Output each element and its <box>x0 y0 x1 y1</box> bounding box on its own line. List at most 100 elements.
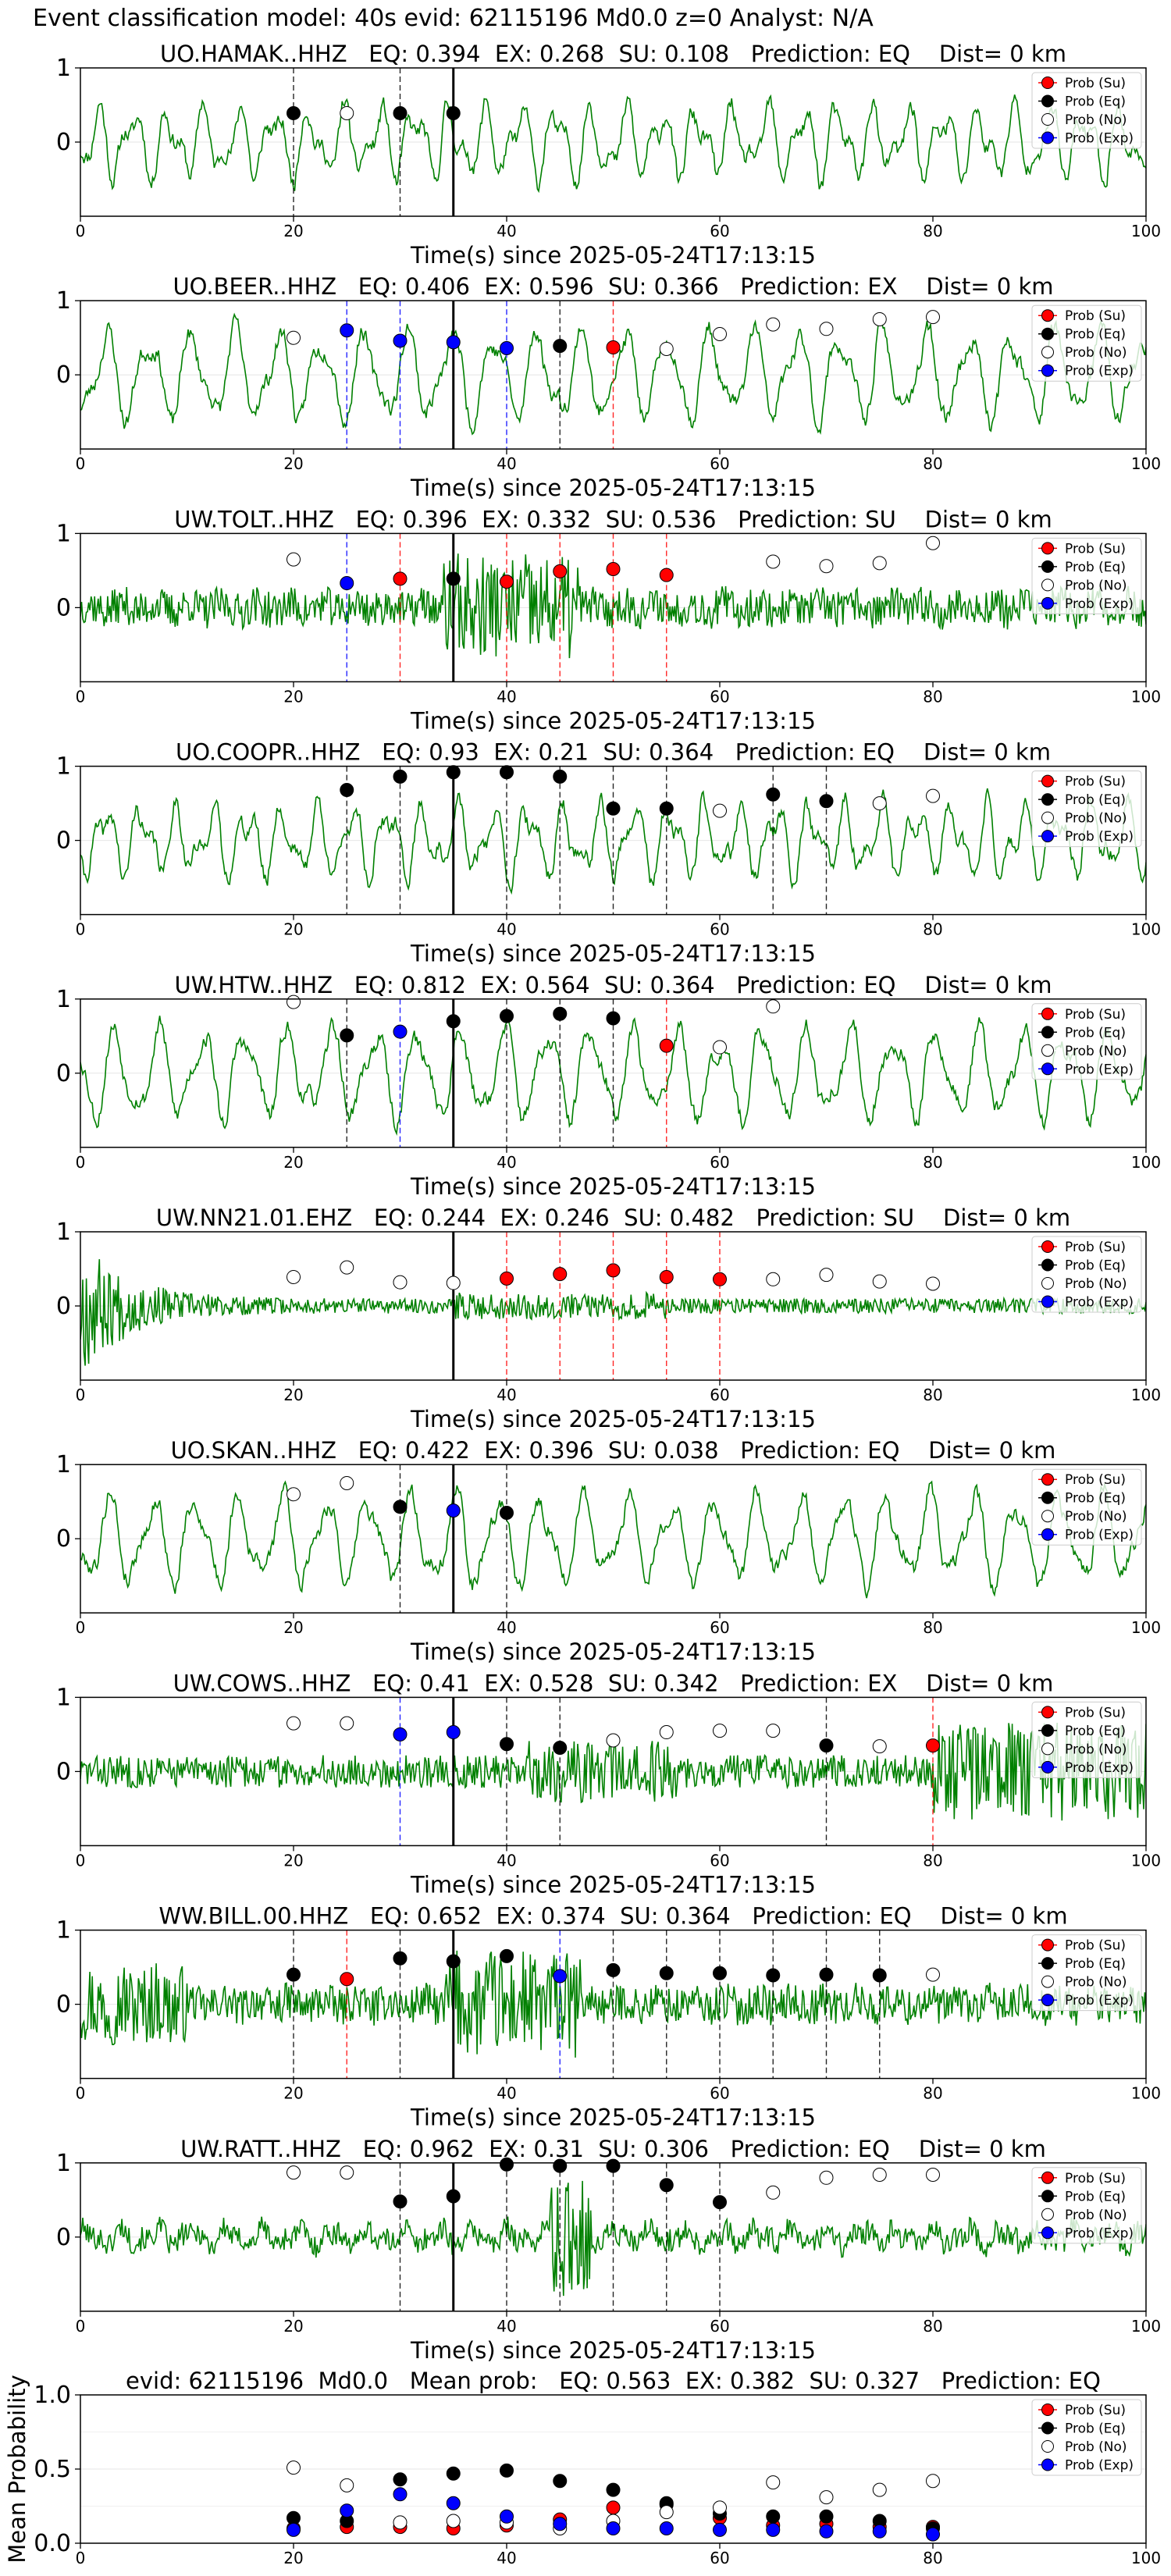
prob-point <box>606 2482 621 2497</box>
prob-point <box>287 1487 301 1502</box>
prob-point <box>926 310 940 325</box>
prob-point <box>926 1276 940 1291</box>
legend-label: Prob (Eq) <box>1065 2189 1126 2204</box>
prob-point <box>340 2165 354 2180</box>
prob-point <box>659 2178 674 2193</box>
legend-label: Prob (Eq) <box>1065 1724 1126 1739</box>
prob-point <box>553 1741 568 1755</box>
prob-point <box>340 1716 354 1731</box>
panel-title: UO.SKAN..HHZ EQ: 0.422 EX: 0.396 SU: 0.0… <box>171 1437 1056 1464</box>
prob-point <box>393 2515 408 2530</box>
prob-point <box>287 1967 301 1982</box>
prob-point <box>446 2496 461 2510</box>
waveform-trace <box>80 2180 1146 2297</box>
legend-label: Prob (Eq) <box>1065 94 1126 110</box>
prob-point <box>926 2474 940 2489</box>
prob-point <box>713 326 727 341</box>
x-tick-label: 80 <box>923 687 942 706</box>
x-tick-label: 80 <box>923 222 942 240</box>
legend-label: Prob (Eq) <box>1065 1258 1126 1274</box>
legend-box <box>1031 770 1142 848</box>
x-tick-label: 60 <box>710 2317 729 2336</box>
legend-marker <box>1041 364 1054 377</box>
prob-point <box>340 576 354 591</box>
x-tick-label: 0 <box>76 222 86 240</box>
legend-label: Prob (Exp) <box>1065 364 1134 379</box>
legend-marker <box>1041 811 1054 824</box>
legend-label: Prob (No) <box>1065 2439 1127 2455</box>
prob-point <box>553 339 568 354</box>
x-tick-label: 100 <box>1131 1153 1161 1172</box>
legend-label: Prob (Exp) <box>1065 2458 1134 2474</box>
legend-label: Prob (Exp) <box>1065 1062 1134 1077</box>
legend-label: Prob (Exp) <box>1065 829 1134 845</box>
legend-marker <box>1041 1938 1054 1952</box>
prob-point <box>393 1951 408 1966</box>
x-tick-label: 20 <box>283 2084 303 2103</box>
x-tick-label: 60 <box>710 454 729 473</box>
prob-point <box>340 2478 354 2492</box>
x-tick-label: 60 <box>710 1618 729 1637</box>
legend-box <box>1031 1236 1142 1313</box>
legend-label: Prob (No) <box>1065 1044 1127 1059</box>
prob-point <box>659 2521 674 2535</box>
prob-point <box>659 341 674 356</box>
legend-marker <box>1041 1742 1054 1756</box>
legend-box <box>1031 304 1142 382</box>
x-axis-label: Time(s) since 2025-05-24T17:13:15 <box>410 2337 816 2364</box>
x-tick-label: 80 <box>923 1851 942 1870</box>
x-tick-label: 60 <box>710 1851 729 1870</box>
prob-point <box>926 535 940 550</box>
prob-point <box>553 564 568 578</box>
legend-marker <box>1041 309 1054 322</box>
prob-point <box>500 1009 514 1023</box>
prob-point <box>553 2517 568 2532</box>
chart-panel-11: 0 20 40 60 80 100 0.0 0.5 1.0 evid: 62115196 Md0.… <box>4 2368 1161 2567</box>
x-tick-label: 60 <box>710 687 729 706</box>
legend-marker <box>1041 2208 1054 2221</box>
prob-point <box>872 2524 887 2539</box>
legend-label: Prob (Eq) <box>1065 327 1126 343</box>
prob-point <box>819 559 834 574</box>
x-tick-label: 80 <box>923 1386 942 1404</box>
chart-panel-10: 0 20 40 60 80 100 0 1 UW.RATT..HHZ EQ: 0.962 EX:… <box>56 2136 1161 2364</box>
x-axis-label: Time(s) since 2025-05-24T17:13:15 <box>410 1173 816 1200</box>
legend-label: Prob (Exp) <box>1065 1760 1134 1776</box>
prob-point <box>872 796 887 811</box>
panel-title: evid: 62115196 Md0.0 Mean prob: EQ: 0.56… <box>126 2368 1101 2394</box>
x-tick-label: 20 <box>283 1386 303 1404</box>
legend-label: Prob (Eq) <box>1065 792 1126 808</box>
x-tick-label: 60 <box>710 1386 729 1404</box>
prob-point <box>606 2500 621 2515</box>
prob-point <box>926 1738 940 1753</box>
legend-label: Prob (Eq) <box>1065 1025 1126 1041</box>
x-tick-label: 80 <box>923 1618 942 1637</box>
y-tick-label: 1 <box>56 1917 71 1944</box>
prob-point <box>287 1269 301 1284</box>
x-tick-label: 20 <box>283 1618 303 1637</box>
prob-point <box>393 769 408 784</box>
legend-marker <box>1041 2403 1054 2416</box>
legend-box <box>1031 2399 1142 2476</box>
x-tick-label: 40 <box>497 2549 516 2567</box>
legend-marker <box>1041 94 1054 108</box>
prob-point <box>872 556 887 571</box>
legend-box <box>1031 537 1142 614</box>
legend-marker <box>1041 1277 1054 1290</box>
prob-point <box>819 1967 834 1982</box>
prob-point <box>926 788 940 803</box>
legend-marker <box>1041 774 1054 788</box>
prob-point <box>500 341 514 355</box>
x-tick-label: 0 <box>76 1618 86 1637</box>
legend-marker <box>1041 1026 1054 1039</box>
prob-point <box>766 554 781 569</box>
x-tick-label: 0 <box>76 1851 86 1870</box>
legend-marker <box>1041 830 1054 843</box>
panel-title: UW.TOLT..HHZ EQ: 0.396 EX: 0.332 SU: 0.5… <box>174 506 1052 532</box>
prob-point <box>926 2168 940 2182</box>
chart-panel-6: 0 20 40 60 80 100 0 1 UW.NN21.01.EHZ EQ: 0.244 E… <box>56 1204 1161 1432</box>
panel-title: UO.COOPR..HHZ EQ: 0.93 EX: 0.21 SU: 0.36… <box>176 739 1051 766</box>
prob-point <box>606 801 621 816</box>
x-axis-label: Time(s) since 2025-05-24T17:13:15 <box>410 475 816 501</box>
prob-point <box>819 794 834 809</box>
